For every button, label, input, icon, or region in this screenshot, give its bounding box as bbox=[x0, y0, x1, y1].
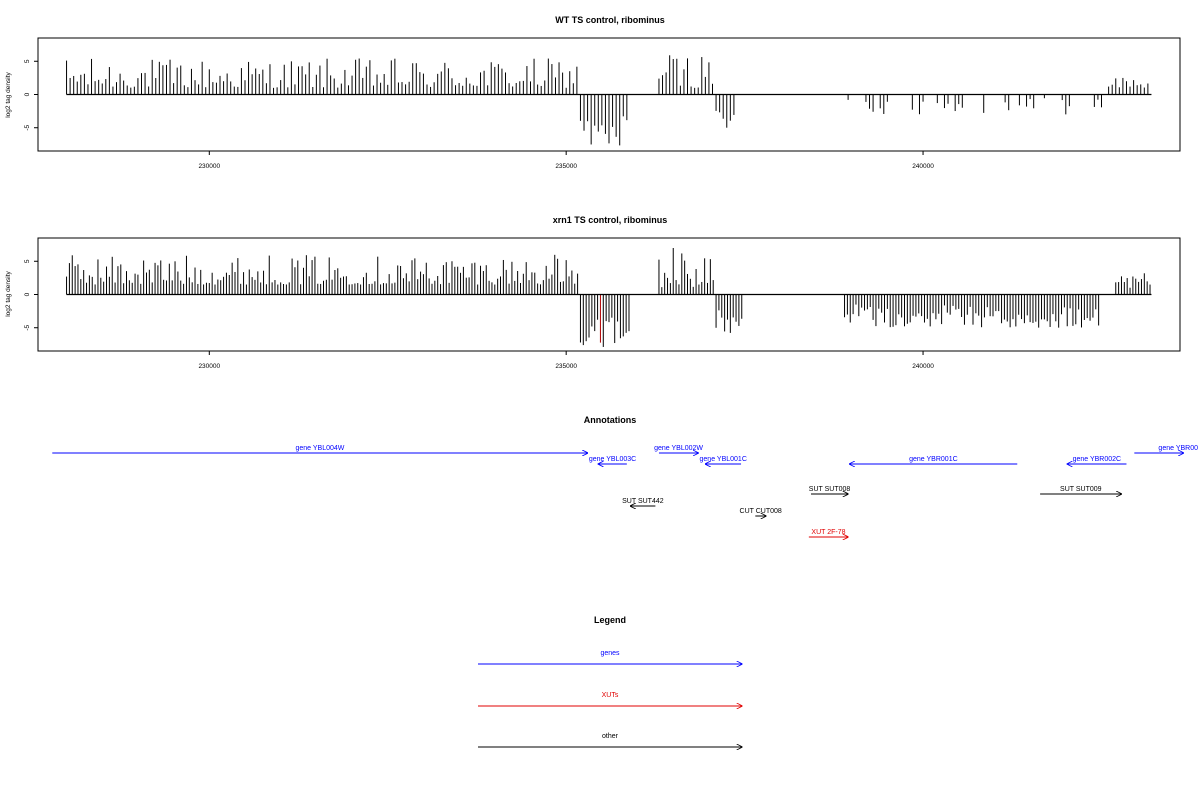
other-feature-label: SUT SUT442 bbox=[622, 498, 664, 505]
gene-feature-label: gene YBL004W bbox=[295, 445, 344, 452]
wt-y-tick-label: 5 bbox=[24, 59, 31, 63]
xrn1-y-axis: -5 0 5 bbox=[24, 259, 38, 331]
wt-panel-title: WT TS control, ribominus bbox=[555, 15, 665, 25]
wt-x-tick-label: 240000 bbox=[912, 163, 934, 170]
other-feature-label: SUT SUT009 bbox=[1060, 486, 1102, 493]
gene-feature-label: gene YBR00 bbox=[1158, 445, 1198, 452]
other-feature-label: SUT SUT008 bbox=[809, 486, 851, 493]
gene-feature-label: gene YBR001C bbox=[909, 456, 958, 463]
gene-feature-label: gene YBR002C bbox=[1073, 456, 1122, 463]
legend-other-label: other bbox=[602, 733, 619, 740]
gene-feature-label: gene YBL002W bbox=[654, 445, 703, 452]
wt-y-axis-label: log2 tag density bbox=[5, 71, 12, 117]
wt-x-tick-label: 235000 bbox=[555, 163, 577, 170]
xrn1-x-axis: 230000 235000 240000 bbox=[198, 351, 934, 370]
annotation-features: gene YBL004W gene YBL003C gene YBL002W gene… bbox=[52, 445, 1198, 537]
xrn1-y-tick-label: 0 bbox=[24, 292, 31, 296]
wt-bars bbox=[66, 55, 1149, 146]
annotations-title: Annotations bbox=[584, 415, 637, 425]
xrn1-coverage-panel: xrn1 TS control, ribominus log2 tag dens… bbox=[5, 215, 1181, 370]
wt-x-tick-label: 230000 bbox=[198, 163, 220, 170]
xut-feature-label: XUT 2F-78 bbox=[811, 529, 845, 536]
other-feature-label: CUT CUT008 bbox=[740, 508, 782, 515]
legend-items: genes XUTs other bbox=[478, 650, 742, 747]
legend-title: Legend bbox=[594, 615, 626, 625]
wt-y-tick-label: 0 bbox=[24, 92, 31, 96]
xrn1-y-axis-label: log2 tag density bbox=[5, 270, 12, 316]
gene-feature-label: gene YBL001C bbox=[700, 456, 747, 463]
xrn1-panel-title: xrn1 TS control, ribominus bbox=[553, 215, 668, 225]
wt-x-axis: 230000 235000 240000 bbox=[198, 151, 934, 170]
xrn1-bars bbox=[66, 247, 1151, 347]
xrn1-y-tick-label: 5 bbox=[24, 259, 31, 263]
xrn1-x-tick-label: 240000 bbox=[912, 363, 934, 370]
wt-y-axis: -5 0 5 bbox=[24, 59, 38, 131]
legend-gene-label: genes bbox=[600, 650, 620, 657]
gene-feature-label: gene YBL003C bbox=[589, 456, 636, 463]
wt-y-tick-label: -5 bbox=[24, 124, 31, 130]
wt-coverage-panel: WT TS control, ribominus log2 tag densit… bbox=[5, 15, 1181, 170]
xrn1-y-tick-label: -5 bbox=[24, 324, 31, 330]
legend-xut-label: XUTs bbox=[602, 692, 619, 699]
xrn1-x-tick-label: 230000 bbox=[198, 363, 220, 370]
xrn1-x-tick-label: 235000 bbox=[555, 363, 577, 370]
legend: Legend genes XUTs other bbox=[478, 615, 742, 747]
